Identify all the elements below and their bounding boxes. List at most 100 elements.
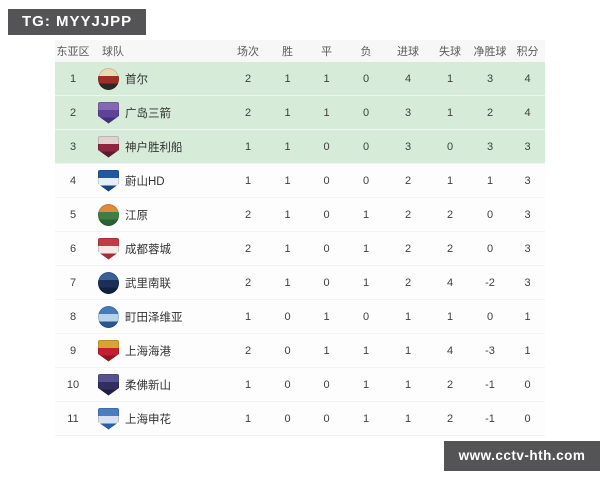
wins-value: 1 bbox=[284, 72, 291, 85]
draws-value: 0 bbox=[323, 412, 330, 425]
team-crest-icon bbox=[98, 271, 119, 294]
team-cell: 广岛三箭 bbox=[91, 101, 228, 124]
goals-against-value: 2 bbox=[446, 378, 454, 391]
team-name: 蔚山HD bbox=[125, 175, 165, 188]
rank-number: 5 bbox=[69, 208, 77, 221]
team-cell: 町田泽维亚 bbox=[91, 305, 228, 328]
rank-number: 8 bbox=[69, 310, 77, 323]
draws-value: 0 bbox=[323, 378, 330, 391]
wins-value: 1 bbox=[284, 174, 291, 187]
header-goals-against: 失球 bbox=[439, 46, 461, 58]
rank-number: 11 bbox=[67, 412, 79, 425]
team-crest-icon bbox=[98, 169, 119, 192]
draws-value: 0 bbox=[323, 276, 330, 289]
goals-against-value: 1 bbox=[446, 174, 454, 187]
goal-difference-value: -1 bbox=[485, 412, 495, 425]
draws-value: 1 bbox=[323, 344, 330, 357]
goals-for-value: 4 bbox=[404, 72, 412, 85]
points-value: 3 bbox=[524, 174, 531, 187]
header-draws: 平 bbox=[321, 46, 332, 58]
goal-difference-value: -1 bbox=[485, 378, 495, 391]
goals-for-value: 1 bbox=[404, 344, 412, 357]
played-value: 2 bbox=[244, 276, 252, 289]
goal-difference-value: 3 bbox=[486, 140, 494, 153]
team-crest-icon bbox=[98, 407, 119, 430]
losses-value: 1 bbox=[362, 344, 370, 357]
losses-value: 1 bbox=[362, 208, 370, 221]
draws-value: 0 bbox=[323, 242, 330, 255]
played-value: 2 bbox=[244, 344, 252, 357]
points-value: 0 bbox=[524, 412, 531, 425]
telegram-watermark-badge: TG: MYYJJPP bbox=[8, 9, 147, 35]
wins-value: 0 bbox=[284, 378, 291, 391]
goals-for-value: 2 bbox=[404, 276, 412, 289]
goals-against-value: 2 bbox=[446, 208, 454, 221]
goals-against-value: 4 bbox=[446, 276, 454, 289]
points-value: 3 bbox=[524, 242, 531, 255]
goal-difference-value: 1 bbox=[486, 174, 494, 187]
losses-value: 0 bbox=[362, 140, 370, 153]
goals-for-value: 2 bbox=[404, 174, 412, 187]
team-cell: 上海海港 bbox=[91, 339, 228, 362]
team-crest-icon bbox=[98, 135, 119, 158]
wins-value: 0 bbox=[284, 412, 291, 425]
goals-against-value: 2 bbox=[446, 412, 454, 425]
goal-difference-value: 3 bbox=[486, 72, 494, 85]
team-cell: 蔚山HD bbox=[91, 169, 228, 192]
header-goals-for: 进球 bbox=[397, 46, 419, 58]
team-crest-icon bbox=[98, 101, 119, 124]
table-row: 2 广岛三箭 2 1 1 0 3 1 2 4 bbox=[55, 96, 545, 130]
goal-difference-value: -3 bbox=[485, 344, 495, 357]
team-cell: 上海申花 bbox=[91, 407, 228, 430]
table-row: 7 武里南联 2 1 0 1 2 4 -2 3 bbox=[55, 266, 545, 300]
team-name: 上海申花 bbox=[125, 413, 171, 426]
team-name: 武里南联 bbox=[125, 277, 171, 290]
team-cell: 神户胜利船 bbox=[91, 135, 228, 158]
goals-against-value: 1 bbox=[446, 310, 454, 323]
wins-value: 0 bbox=[284, 310, 291, 323]
points-value: 4 bbox=[524, 106, 531, 119]
points-value: 3 bbox=[524, 208, 531, 221]
points-value: 0 bbox=[524, 378, 531, 391]
losses-value: 1 bbox=[362, 242, 370, 255]
played-value: 1 bbox=[244, 310, 252, 323]
table-row: 10 柔佛新山 1 0 0 1 1 2 -1 0 bbox=[55, 368, 545, 402]
points-value: 3 bbox=[524, 276, 531, 289]
rank-number: 4 bbox=[69, 174, 77, 187]
draws-value: 0 bbox=[323, 174, 330, 187]
wins-value: 1 bbox=[284, 208, 291, 221]
table-body: 1 首尔 2 1 1 0 4 1 3 4 2 广岛三箭 2 1 1 0 3 1 … bbox=[55, 62, 545, 436]
team-name: 上海海港 bbox=[125, 345, 171, 358]
goals-for-value: 3 bbox=[404, 140, 412, 153]
losses-value: 0 bbox=[362, 310, 370, 323]
goals-for-value: 1 bbox=[404, 412, 412, 425]
team-crest-icon bbox=[98, 67, 119, 90]
table-row: 6 成都蓉城 2 1 0 1 2 2 0 3 bbox=[55, 232, 545, 266]
goals-against-value: 2 bbox=[446, 242, 454, 255]
team-cell: 武里南联 bbox=[91, 271, 228, 294]
header-points: 积分 bbox=[516, 46, 539, 58]
table-row: 1 首尔 2 1 1 0 4 1 3 4 bbox=[55, 62, 545, 96]
team-cell: 江原 bbox=[91, 203, 228, 226]
team-crest-icon bbox=[98, 339, 119, 362]
team-name: 成都蓉城 bbox=[125, 243, 171, 256]
rank-number: 1 bbox=[69, 72, 77, 85]
played-value: 1 bbox=[244, 412, 252, 425]
wins-value: 1 bbox=[284, 276, 291, 289]
team-crest-icon bbox=[98, 305, 119, 328]
wins-value: 1 bbox=[284, 106, 291, 119]
points-value: 1 bbox=[524, 344, 531, 357]
wins-value: 1 bbox=[284, 140, 291, 153]
played-value: 2 bbox=[244, 208, 252, 221]
draws-value: 1 bbox=[323, 72, 330, 85]
goals-for-value: 3 bbox=[404, 106, 412, 119]
losses-value: 0 bbox=[362, 72, 370, 85]
table-row: 3 神户胜利船 1 1 0 0 3 0 3 3 bbox=[55, 130, 545, 164]
website-watermark-badge: www.cctv-hth.com bbox=[444, 441, 600, 471]
goals-against-value: 1 bbox=[446, 72, 454, 85]
played-value: 1 bbox=[244, 140, 252, 153]
goals-for-value: 1 bbox=[404, 378, 412, 391]
goals-against-value: 1 bbox=[446, 106, 454, 119]
rank-number: 2 bbox=[69, 106, 77, 119]
